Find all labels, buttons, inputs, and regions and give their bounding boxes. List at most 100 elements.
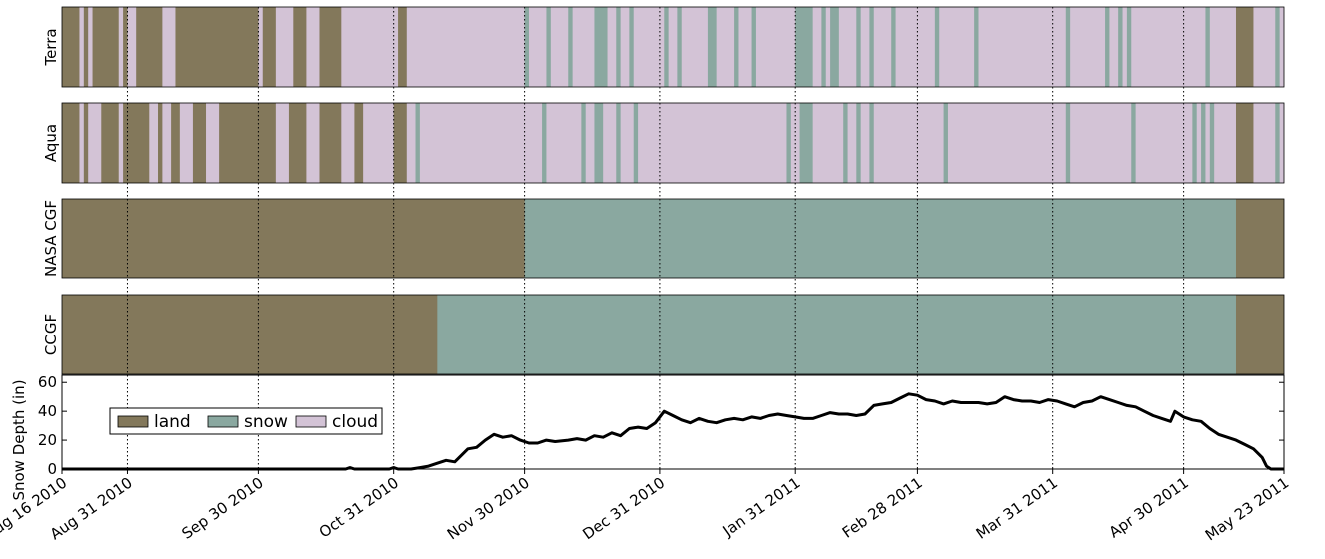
segment-land [293,7,307,87]
segment-snow [934,7,940,87]
segment-snow [1126,7,1132,87]
segment-land [62,103,80,183]
segment-land [101,103,119,183]
row-label-aqua: Aqua [42,124,60,162]
segment-land [393,103,407,183]
segment-snow [568,7,573,87]
segment-land [92,7,119,87]
segment-land [1235,199,1284,278]
segment-land [83,7,89,87]
segment-land [319,103,342,183]
legend-box [109,407,383,435]
legend-swatch-snow [207,415,239,428]
segment-snow [891,7,896,87]
legend-swatch-land [117,415,149,428]
x-tick-label: Nov 30 2010 [444,474,533,544]
segment-land [319,7,342,87]
segment-snow [1201,103,1206,183]
segment-snow [415,103,420,183]
segment-snow [1275,103,1280,183]
segment-snow [1118,7,1123,87]
segment-land [123,7,128,87]
legend-swatch-cloud [295,415,327,428]
row-label-ccgf: CCGF [42,314,60,355]
segment-land [158,103,163,183]
segment-snow [1192,103,1197,183]
segment-snow [616,7,621,87]
x-tick-label: Oct 31 2010 [316,474,402,542]
y-tick-label: 60 [38,373,57,391]
x-tick-label: Jan 31 2011 [719,474,804,541]
segment-snow [799,103,813,183]
row-ccgf: CCGF [42,294,1285,375]
segment-snow [795,7,813,87]
segment-snow [616,103,621,183]
snow-depth-ylabel: Snow Depth (in) [10,379,28,500]
segment-snow [677,7,682,87]
segment-snow [1105,7,1110,87]
segment-snow [542,103,547,183]
segment-land [136,7,163,87]
row-nasa-cgf: NASA CGF [42,198,1285,279]
segment-snow [1209,103,1215,183]
segment-snow [664,7,669,87]
segment-snow [707,7,717,87]
segment-land [288,103,307,183]
classification-rows: Terra Aqua NASA CGF CCGF [42,6,1285,375]
x-tick-label: Mar 31 2011 [973,474,1061,543]
grid-lines [126,7,1185,469]
segment-snow [856,103,861,183]
legend: land snow cloud [109,407,383,435]
segment-snow [633,103,639,183]
row-nasa-cgf-frame [61,198,1285,279]
segment-land [1235,295,1284,374]
legend-label-cloud: cloud [332,412,378,432]
row-label-nasa-cgf: NASA CGF [42,200,60,277]
segment-land [192,103,207,183]
segment-snow [1205,7,1210,87]
row-label-terra: Terra [42,28,60,66]
x-tick-label: May 23 2011 [1202,474,1292,545]
segment-land [83,103,89,183]
row-aqua: Aqua [42,102,1285,184]
segment-snow [629,7,634,87]
segment-snow [786,103,791,183]
row-ccgf-frame [61,294,1285,375]
x-tick-label: Sep 30 2010 [178,474,266,543]
segment-snow [546,7,551,87]
segment-snow [751,7,756,87]
y-tick-label: 20 [38,431,57,449]
segment-snow [594,103,604,183]
row-terra: Terra [42,6,1285,88]
row-aqua-frame [61,102,1285,184]
segment-snow [869,7,874,87]
segment-snow [524,199,1236,278]
segment-land [175,7,259,87]
segment-snow [581,103,586,183]
segment-snow [843,103,848,183]
x-tick-label: Dec 31 2010 [579,474,668,544]
segment-land [1235,7,1254,87]
x-tick-label: Apr 30 2011 [1106,474,1192,542]
legend-label-land: land [154,412,191,432]
segment-snow [1065,103,1071,183]
snow-depth-line [62,392,1284,471]
segment-snow [734,7,739,87]
segment-snow [1131,103,1136,183]
segment-land [354,103,364,183]
segment-snow [856,7,861,87]
segment-land [262,7,276,87]
segment-snow [974,7,979,87]
legend-label-snow: snow [244,412,288,432]
row-terra-frame [61,6,1285,88]
segment-snow [1065,7,1071,87]
segment-snow [943,103,948,183]
segment-land [171,103,180,183]
segment-land [1235,103,1254,183]
segment-snow [1275,7,1280,87]
segment-land [219,103,276,183]
segment-snow [869,103,874,183]
y-tick-label: 0 [47,460,57,478]
segment-land [398,7,407,87]
